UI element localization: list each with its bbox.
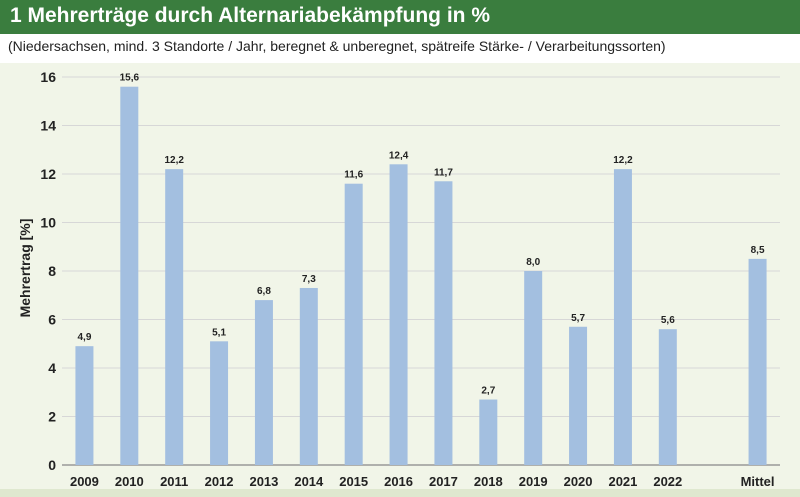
value-label: 5,7 (571, 313, 585, 324)
value-label: 12,2 (613, 155, 633, 166)
x-tick-label: 2009 (70, 474, 99, 489)
bar-2019 (524, 271, 543, 465)
value-label: 2,7 (481, 386, 495, 397)
chart-subtitle: (Niedersachsen, mind. 3 Standorte / Jahr… (8, 38, 666, 54)
value-label: 12,4 (389, 150, 409, 161)
y-tick-label: 10 (40, 215, 56, 231)
y-tick-label: 14 (40, 118, 56, 134)
bar-2014 (299, 287, 318, 465)
bar-2016 (389, 164, 408, 466)
value-label: 4,9 (77, 332, 91, 343)
value-label: 11,7 (434, 167, 453, 178)
x-tick-label: 2010 (115, 474, 144, 489)
bar-2010 (120, 86, 139, 465)
y-tick-label: 12 (40, 166, 56, 182)
bar-2012 (210, 341, 229, 465)
bar-Mittel (748, 258, 767, 465)
y-tick-label: 2 (48, 409, 56, 425)
x-tick-label: 2022 (653, 474, 682, 489)
value-label: 15,6 (120, 73, 140, 84)
y-tick-label: 4 (48, 360, 56, 376)
x-tick-label: 2021 (608, 474, 637, 489)
bar-2013 (254, 300, 273, 465)
x-tick-label: 2017 (429, 474, 458, 489)
y-tick-labels: 0 2 4 6 8 10 12 14 16 (40, 69, 56, 473)
value-label: 7,3 (302, 274, 316, 285)
x-tick-label: 2014 (294, 474, 324, 489)
y-tick-label: 16 (40, 69, 56, 85)
value-label: 5,1 (212, 327, 226, 338)
bar-2022 (658, 329, 677, 465)
bar-2018 (479, 399, 498, 465)
x-tick-label: 2020 (564, 474, 593, 489)
chart-title: 1 Mehrerträge durch Alternariabekämpfung… (10, 4, 490, 27)
y-tick-label: 8 (48, 263, 56, 279)
bar-2015 (344, 183, 363, 465)
x-tick-label: 2016 (384, 474, 413, 489)
value-label: 6,8 (257, 286, 271, 297)
value-label: 8,0 (526, 257, 540, 268)
y-axis-label: Mehrertrag [%] (17, 219, 33, 318)
x-tick-label: 2019 (519, 474, 548, 489)
bottom-strip (0, 489, 800, 497)
x-tick-label: 2012 (205, 474, 234, 489)
x-tick-label: 2015 (339, 474, 368, 489)
bar-2021 (613, 169, 632, 465)
y-tick-label: 0 (48, 457, 56, 473)
bar-2009 (75, 346, 94, 465)
x-tick-labels: 2009 2010 2011 2012 2013 2014 2015 2016 2017 2018… (70, 474, 775, 489)
value-label: 11,6 (344, 170, 363, 181)
bar-2017 (434, 181, 453, 465)
bar-2011 (165, 169, 184, 465)
x-tick-label: 2011 (160, 474, 188, 489)
x-tick-label: Mittel (741, 474, 775, 489)
value-label: 5,6 (661, 315, 675, 326)
value-label: 12,2 (164, 155, 184, 166)
x-tick-label: 2013 (249, 474, 278, 489)
y-tick-label: 6 (48, 312, 56, 328)
value-labels: 4,9 15,6 12,2 5,1 6,8 7,3 11,6 12,4 11,7 2,7 8,0 5,… (77, 73, 764, 397)
header-banner: 1 Mehrerträge durch Alternariabekämpfung… (0, 0, 800, 34)
x-tick-label: 2018 (474, 474, 503, 489)
bars (75, 86, 767, 466)
bar-2020 (569, 326, 588, 465)
value-label: 8,5 (751, 245, 765, 256)
